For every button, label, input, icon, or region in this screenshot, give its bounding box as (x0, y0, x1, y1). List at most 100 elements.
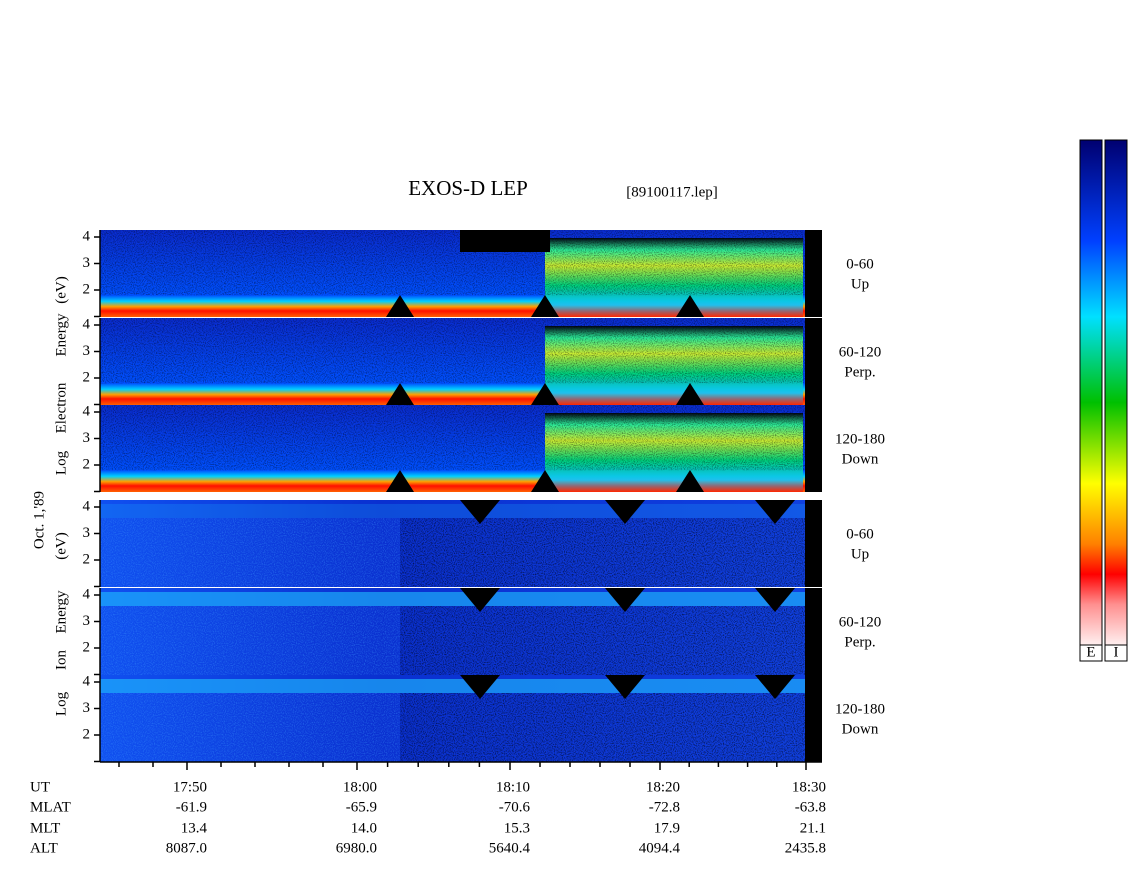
data-gap (386, 383, 414, 405)
ephemeris-value: 18:10 (496, 779, 530, 795)
panel-angle: 0-60 (846, 256, 874, 272)
panel-direction: Down (842, 451, 879, 467)
ephemeris-value: 17:50 (173, 779, 207, 795)
data-gap (386, 470, 414, 492)
y-tick-label: 4 (83, 316, 91, 332)
data-gap (460, 675, 500, 699)
y-tick-label: 3 (83, 255, 91, 271)
y-tick-label: 4 (83, 586, 91, 602)
ephemeris-value: 2435.8 (785, 840, 826, 856)
speckle (100, 405, 805, 471)
ephemeris-label: ALT (30, 840, 58, 856)
speckle (100, 318, 805, 384)
y-axis-label: Energy (53, 313, 69, 357)
speckle (400, 606, 805, 675)
panel-direction: Down (842, 721, 879, 737)
ephemeris-label: MLT (30, 820, 60, 836)
panel-direction: Perp. (844, 634, 875, 650)
y-tick-label: 3 (83, 525, 91, 541)
y-tick-label: 3 (83, 343, 91, 359)
ephemeris-value: -65.9 (346, 799, 377, 815)
ephemeris-value: 18:00 (343, 779, 377, 795)
ion-band (100, 592, 805, 606)
data-gap (755, 500, 795, 524)
y-axis-label: (eV) (53, 532, 69, 559)
data-gap (605, 500, 645, 524)
colorbar-label-box (1104, 644, 1128, 662)
ephemeris-value: -63.8 (795, 799, 826, 815)
ephemeris-value: 5640.4 (489, 840, 531, 856)
ephemeris-value: 18:30 (792, 779, 826, 795)
data-gap (460, 230, 550, 252)
ephemeris-value: -61.9 (176, 799, 207, 815)
ephemeris-value: 17.9 (654, 820, 680, 836)
y-tick-label: 2 (83, 639, 91, 655)
ephemeris-value: 21.1 (800, 820, 826, 836)
speckle (100, 606, 400, 675)
data-gap (676, 383, 704, 405)
ion-band (100, 504, 805, 518)
y-axis-label: Electron (53, 382, 69, 433)
ephemeris-value: 18:20 (646, 779, 680, 795)
panel-angle: 0-60 (846, 526, 874, 542)
data-gap (605, 588, 645, 612)
y-axis-label: Log (53, 691, 69, 716)
y-axis-label: (eV) (53, 276, 69, 303)
y-tick-label: 4 (83, 673, 91, 689)
y-tick-label: 2 (83, 726, 91, 742)
file-name: [89100117.lep] (626, 184, 718, 200)
data-gap (531, 470, 559, 492)
panel-angle: 120-180 (835, 431, 885, 447)
ephemeris-value: 13.4 (181, 820, 208, 836)
panel-direction: Up (851, 546, 869, 562)
speckle (100, 518, 400, 587)
panel-angle: 60-120 (839, 614, 882, 630)
ephemeris-value: -72.8 (649, 799, 680, 815)
data-gap (460, 588, 500, 612)
speckle (100, 693, 400, 762)
y-tick-label: 3 (83, 700, 91, 716)
data-gap (676, 470, 704, 492)
speckle (400, 518, 805, 587)
y-tick-label: 3 (83, 430, 91, 446)
y-tick-label: 3 (83, 613, 91, 629)
y-axis-label: Energy (53, 590, 69, 634)
y-tick-label: 4 (83, 228, 91, 244)
y-tick-label: 2 (83, 281, 91, 297)
ephemeris-label: MLAT (30, 799, 71, 815)
colorbar-label: I (1114, 644, 1119, 660)
colorbar-label-box (1079, 644, 1103, 662)
data-gap (460, 500, 500, 524)
y-tick-label: 2 (83, 369, 91, 385)
ephemeris-label: UT (30, 779, 50, 795)
data-gap (676, 295, 704, 317)
ephemeris-value: 8087.0 (166, 840, 207, 856)
ephemeris-value: 4094.4 (639, 840, 681, 856)
ion-band (100, 679, 805, 693)
y-tick-label: 2 (83, 551, 91, 567)
colorbar-i (1104, 139, 1128, 646)
data-gap (605, 675, 645, 699)
panel-angle: 120-180 (835, 701, 885, 717)
y-axis-label: Ion (53, 650, 69, 670)
colorbar-e (1079, 139, 1103, 646)
ephemeris-value: 6980.0 (336, 840, 377, 856)
speckle (400, 693, 805, 762)
y-axis-label: Log (53, 450, 69, 475)
y-tick-label: 2 (83, 456, 91, 472)
y-tick-label: 4 (83, 498, 91, 514)
data-gap (386, 295, 414, 317)
panel-direction: Perp. (844, 364, 875, 380)
panel-direction: Up (851, 276, 869, 292)
y-tick-label: 4 (83, 403, 91, 419)
data-gap (755, 588, 795, 612)
data-gap (531, 383, 559, 405)
date: Oct. 1,'89 (31, 491, 47, 549)
ephemeris-value: 15.3 (504, 820, 530, 836)
panel-angle: 60-120 (839, 344, 882, 360)
ephemeris-value: -70.6 (499, 799, 531, 815)
data-gap (755, 675, 795, 699)
speckle (100, 230, 805, 296)
data-gap (531, 295, 559, 317)
